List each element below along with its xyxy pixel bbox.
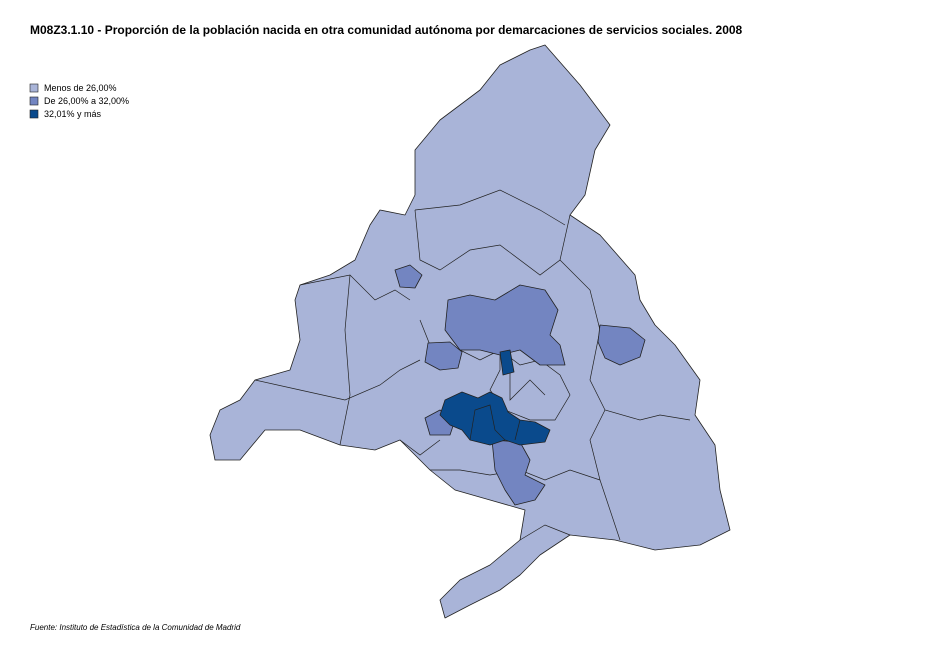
region xyxy=(439,391,551,446)
legend-swatch xyxy=(29,96,39,106)
map xyxy=(209,44,731,619)
legend-label: 32,01% y más xyxy=(44,109,102,119)
boundary xyxy=(559,259,691,421)
region xyxy=(499,349,515,376)
region xyxy=(597,324,646,366)
boundary xyxy=(509,360,546,401)
region xyxy=(491,439,546,506)
legend-swatch xyxy=(29,83,39,93)
source-note: Fuente: Instituto de Estadística de la C… xyxy=(30,623,241,632)
boundary xyxy=(469,404,506,441)
region xyxy=(444,284,566,366)
boundary xyxy=(514,419,521,441)
region xyxy=(394,264,423,289)
map-title: M08Z3.1.10 - Proporción de la población … xyxy=(30,23,743,37)
boundary xyxy=(589,409,621,541)
boundary xyxy=(519,524,571,541)
boundary xyxy=(414,209,571,276)
boundary xyxy=(399,439,441,456)
boundary xyxy=(299,274,411,301)
legend: Menos de 26,00% De 26,00% a 32,00% 32,01% … xyxy=(29,83,129,119)
legend-label: Menos de 26,00% xyxy=(44,83,117,93)
region xyxy=(424,341,463,371)
boundary xyxy=(414,189,566,226)
boundary xyxy=(339,274,351,446)
boundary xyxy=(489,349,571,421)
boundary xyxy=(254,359,421,401)
legend-swatch xyxy=(29,109,39,119)
legend-label: De 26,00% a 32,00% xyxy=(44,96,129,106)
